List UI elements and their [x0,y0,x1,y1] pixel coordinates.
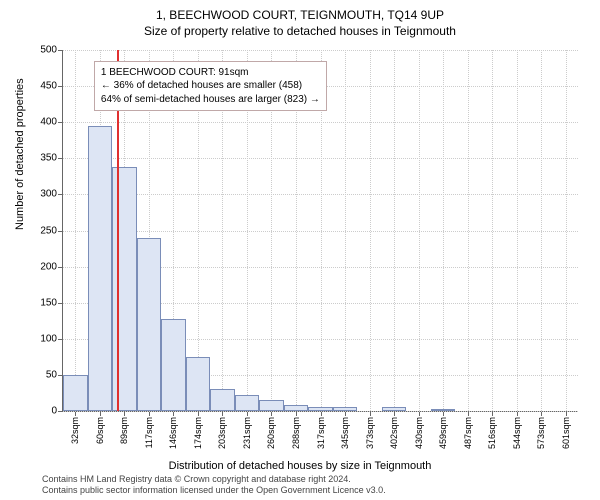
ytick-label: 350 [40,153,57,164]
xtick-label: 117sqm [144,417,154,448]
xtick-label: 459sqm [438,417,448,449]
bar [112,167,137,411]
gridline-v [541,50,542,411]
gridline-v [370,50,371,411]
xtick-label: 260sqm [266,417,276,449]
ytick-label: 200 [40,261,57,272]
xtick-label: 203sqm [217,417,227,449]
annotation-line: 64% of semi-detached houses are larger (… [101,93,320,107]
chart: 05010015020025030035040045050032sqm60sqm… [62,50,578,412]
attribution-line1: Contains HM Land Registry data © Crown c… [42,474,386,485]
annotation-line: ← 36% of detached houses are smaller (45… [101,79,320,93]
bar [259,400,284,411]
xtick-label: 288sqm [291,417,301,449]
gridline-v [566,50,567,411]
bar [284,405,309,411]
xtick-label: 402sqm [389,417,399,449]
bar [431,409,456,411]
xtick-label: 601sqm [561,417,571,449]
bar [137,238,162,411]
xtick-label: 146sqm [168,417,178,449]
plot-area: 05010015020025030035040045050032sqm60sqm… [62,50,578,412]
gridline-v [517,50,518,411]
xtick-label: 60sqm [95,417,105,444]
ytick-label: 100 [40,333,57,344]
annotation-box: 1 BEECHWOOD COURT: 91sqm← 36% of detache… [94,61,327,112]
bar [382,407,407,411]
page-title: 1, BEECHWOOD COURT, TEIGNMOUTH, TQ14 9UP [0,0,600,22]
ytick-label: 50 [46,369,57,380]
gridline-v [492,50,493,411]
ytick-label: 500 [40,45,57,56]
bar [308,407,333,411]
ytick-label: 250 [40,225,57,236]
ytick-label: 450 [40,81,57,92]
xtick-label: 345sqm [340,417,350,449]
xtick-label: 573sqm [536,417,546,449]
bar [210,389,235,411]
xtick-label: 174sqm [193,417,203,449]
gridline-v [419,50,420,411]
xtick-label: 231sqm [242,417,252,449]
xtick-label: 516sqm [487,417,497,449]
x-axis-label: Distribution of detached houses by size … [0,460,600,472]
ytick-label: 150 [40,297,57,308]
bar [235,395,260,411]
bar [88,126,113,411]
annotation-line: 1 BEECHWOOD COURT: 91sqm [101,66,320,80]
gridline-v [468,50,469,411]
gridline-v [345,50,346,411]
gridline-h [63,411,578,412]
bar [333,407,358,411]
xtick-label: 544sqm [512,417,522,449]
gridline-v [443,50,444,411]
bar [186,357,211,411]
gridline-v [75,50,76,411]
xtick-label: 32sqm [70,417,80,444]
bar [63,375,88,411]
xtick-label: 89sqm [119,417,129,444]
y-axis-label: Number of detached properties [14,78,26,230]
ytick-label: 0 [51,406,57,417]
gridline-v [394,50,395,411]
xtick-label: 317sqm [316,417,326,449]
bar [161,319,186,411]
ytick-label: 400 [40,117,57,128]
attribution-line2: Contains public sector information licen… [42,485,386,496]
xtick-label: 487sqm [463,417,473,449]
xtick-label: 430sqm [414,417,424,449]
xtick-label: 373sqm [365,417,375,449]
page-subtitle: Size of property relative to detached ho… [0,22,600,38]
ytick-label: 300 [40,189,57,200]
attribution: Contains HM Land Registry data © Crown c… [42,474,386,496]
